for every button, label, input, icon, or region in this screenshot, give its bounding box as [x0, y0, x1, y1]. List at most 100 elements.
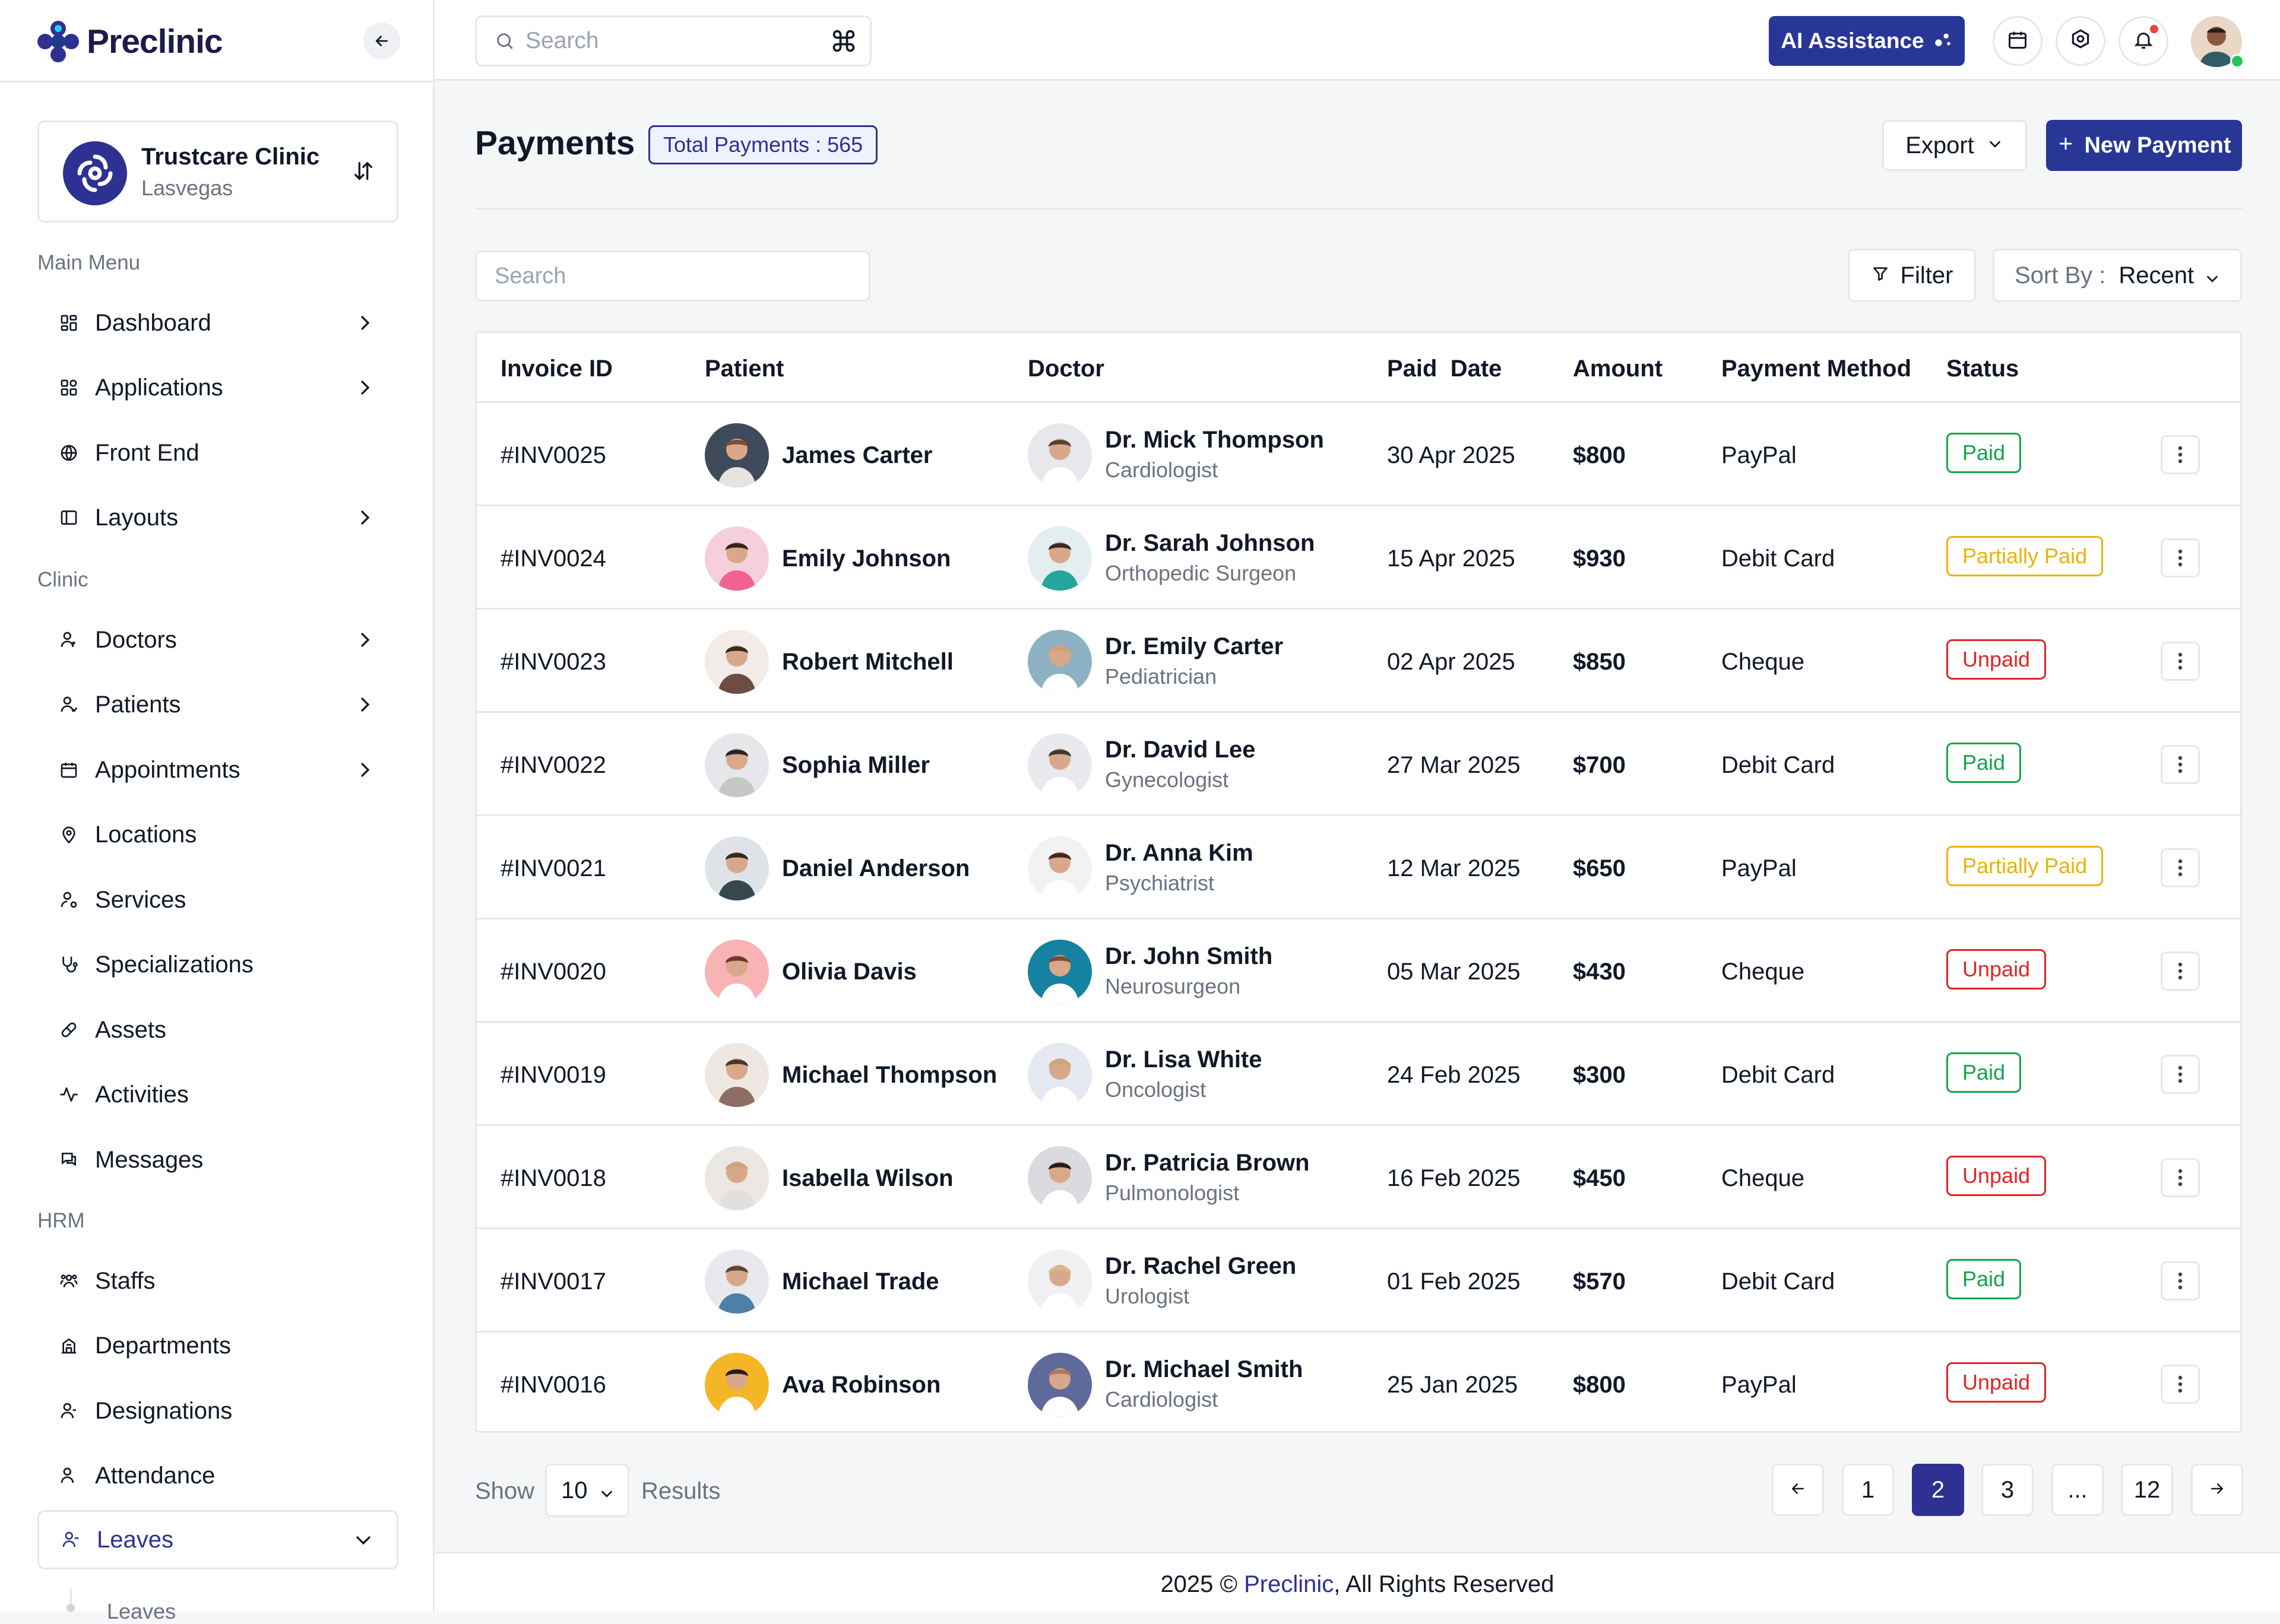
settings-button[interactable]	[2056, 16, 2105, 66]
sidebar-item-designations[interactable]: Designations	[37, 1382, 398, 1439]
row-actions-button[interactable]	[2161, 1261, 2200, 1301]
row-actions-button[interactable]	[2161, 1365, 2200, 1404]
ai-assistance-button[interactable]: AI Assistance	[1769, 16, 1965, 66]
page-button-12[interactable]: 12	[2121, 1464, 2173, 1516]
doctor-name[interactable]: Dr. Mick Thompson	[1105, 427, 1324, 453]
sidebar-item-leaves[interactable]: Leaves	[37, 1510, 398, 1569]
prev-page-button[interactable]	[1772, 1464, 1824, 1516]
payments-table: Invoice ID Patient Doctor Paid Date Amou…	[475, 331, 2242, 1433]
patient-name[interactable]: Robert Mitchell	[782, 649, 954, 675]
calendar-button[interactable]	[1993, 16, 2042, 66]
invoice-id[interactable]: #INV0019	[501, 1062, 606, 1088]
patient-name[interactable]: Emily Johnson	[782, 545, 951, 572]
invoice-id[interactable]: #INV0023	[501, 649, 606, 675]
sidebar-item-label: Activities	[95, 1081, 189, 1108]
footer-brand-link[interactable]: Preclinic	[1244, 1571, 1334, 1597]
doctor-name[interactable]: Dr. Anna Kim	[1105, 840, 1253, 866]
sidebar-item-services[interactable]: Services	[37, 871, 398, 928]
patient-photo	[705, 1353, 769, 1417]
collapse-sidebar-button[interactable]	[363, 23, 400, 59]
invoice-id[interactable]: #INV0018	[501, 1165, 606, 1191]
row-actions-button[interactable]	[2161, 642, 2200, 681]
doctor-name[interactable]: Dr. John Smith	[1105, 943, 1273, 969]
page-button-1[interactable]: 1	[1842, 1464, 1894, 1516]
page-size-select[interactable]: 10	[545, 1464, 629, 1517]
invoice-id[interactable]: #INV0016	[501, 1372, 606, 1398]
table-row[interactable]: #INV0017 Michael Trade Dr. Rachel Green Uro…	[477, 1229, 2240, 1333]
sidebar-item-attendance[interactable]: Attendance	[37, 1447, 398, 1504]
filter-button[interactable]: Filter	[1848, 249, 1976, 302]
doctor-name[interactable]: Dr. Patricia Brown	[1105, 1150, 1310, 1176]
patient-name[interactable]: Ava Robinson	[782, 1372, 941, 1398]
page-button-2[interactable]: 2	[1912, 1464, 1964, 1516]
sidebar-item-staffs[interactable]: Staffs	[37, 1252, 398, 1309]
doctor-specialty: Pediatrician	[1105, 664, 1217, 689]
switch-arrows-icon[interactable]	[352, 158, 375, 187]
doctor-name[interactable]: Dr. David Lee	[1105, 737, 1256, 763]
invoice-id[interactable]: #INV0025	[501, 442, 606, 468]
global-search-input[interactable]: Search	[475, 15, 872, 66]
sidebar-item-messages[interactable]: Messages	[37, 1131, 398, 1188]
sidebar-item-patients[interactable]: Patients	[37, 676, 398, 733]
next-page-button[interactable]	[2191, 1464, 2243, 1516]
patient-name[interactable]: Olivia Davis	[782, 959, 917, 985]
table-row[interactable]: #INV0023 Robert Mitchell Dr. Emily Carter P…	[477, 610, 2240, 713]
patient-name[interactable]: Sophia Miller	[782, 752, 930, 778]
invoice-id[interactable]: #INV0022	[501, 752, 606, 778]
doctor-name[interactable]: Dr. Lisa White	[1105, 1046, 1262, 1073]
table-row[interactable]: #INV0020 Olivia Davis Dr. John Smith Neuros…	[477, 919, 2240, 1023]
sidebar-item-assets[interactable]: Assets	[37, 1001, 398, 1058]
sort-select[interactable]: Sort By : Recent	[1993, 249, 2242, 302]
clinic-switcher[interactable]: Trustcare Clinic Lasvegas	[37, 120, 398, 223]
show-label: Show	[475, 1478, 535, 1504]
new-payment-button[interactable]: New Payment	[2046, 120, 2242, 171]
sidebar-item-layouts[interactable]: Layouts	[37, 489, 398, 546]
row-actions-button[interactable]	[2161, 538, 2200, 578]
sidebar-item-applications[interactable]: Applications	[37, 359, 398, 416]
row-actions-button[interactable]	[2161, 951, 2200, 991]
sidebar-item-appointments[interactable]: Appointments	[37, 741, 398, 798]
row-actions-button[interactable]	[2161, 1158, 2200, 1197]
table-row[interactable]: #INV0022 Sophia Miller Dr. David Lee Gyneco…	[477, 713, 2240, 816]
table-row[interactable]: #INV0021 Daniel Anderson Dr. Anna Kim Psych…	[477, 816, 2240, 919]
patient-name[interactable]: Daniel Anderson	[782, 855, 970, 881]
sidebar-item-activities[interactable]: Activities	[37, 1066, 398, 1123]
notifications-button[interactable]	[2118, 16, 2168, 66]
table-row[interactable]: #INV0016 Ava Robinson Dr. Michael Smith Car…	[477, 1333, 2240, 1431]
page-button-3[interactable]: 3	[1981, 1464, 2034, 1516]
table-row[interactable]: #INV0018 Isabella Wilson Dr. Patricia Brow…	[477, 1126, 2240, 1229]
sidebar-item-front-end[interactable]: Front End	[37, 424, 398, 481]
table-row[interactable]: #INV0024 Emily Johnson Dr. Sarah Johnson Or…	[477, 506, 2240, 610]
patient-name[interactable]: Michael Trade	[782, 1268, 939, 1295]
invoice-id[interactable]: #INV0021	[501, 855, 606, 881]
sidebar-item-doctors[interactable]: Doctors	[37, 611, 398, 668]
invoice-id[interactable]: #INV0017	[501, 1268, 606, 1295]
submenu-item-leaves[interactable]: Leaves	[107, 1599, 176, 1623]
sidebar-item-label: Staffs	[95, 1267, 156, 1294]
sidebar-item-specializations[interactable]: Specializations	[37, 936, 398, 993]
doctor-photo	[1028, 423, 1092, 487]
doctor-name[interactable]: Dr. Emily Carter	[1105, 633, 1284, 659]
table-row[interactable]: #INV0025 James Carter Dr. Mick Thompson Car…	[477, 403, 2240, 506]
sidebar-item-locations[interactable]: Locations	[37, 806, 398, 863]
patient-name[interactable]: Isabella Wilson	[782, 1165, 954, 1191]
patient-name[interactable]: Michael Thompson	[782, 1062, 998, 1088]
table-search-input[interactable]: Search	[475, 250, 870, 302]
patient-name[interactable]: James Carter	[782, 442, 933, 468]
sidebar-item-departments[interactable]: Departments	[37, 1317, 398, 1374]
doctor-name[interactable]: Dr. Rachel Green	[1105, 1253, 1297, 1279]
invoice-id[interactable]: #INV0020	[501, 959, 606, 985]
doctor-name[interactable]: Dr. Michael Smith	[1105, 1356, 1303, 1382]
row-actions-button[interactable]	[2161, 745, 2200, 784]
sidebar-item-dashboard[interactable]: Dashboard	[37, 294, 398, 351]
user-avatar[interactable]	[2191, 16, 2242, 67]
export-button[interactable]: Export	[1882, 120, 2027, 171]
invoice-id[interactable]: #INV0024	[501, 545, 606, 572]
table-row[interactable]: #INV0019 Michael Thompson Dr. Lisa White On…	[477, 1023, 2240, 1126]
doctor-name[interactable]: Dr. Sarah Johnson	[1105, 530, 1315, 556]
page-ellipsis[interactable]: ...	[2051, 1464, 2104, 1516]
brand-logo[interactable]: Preclinic	[37, 18, 223, 65]
row-actions-button[interactable]	[2161, 1055, 2200, 1094]
row-actions-button[interactable]	[2161, 848, 2200, 887]
row-actions-button[interactable]	[2161, 435, 2200, 474]
